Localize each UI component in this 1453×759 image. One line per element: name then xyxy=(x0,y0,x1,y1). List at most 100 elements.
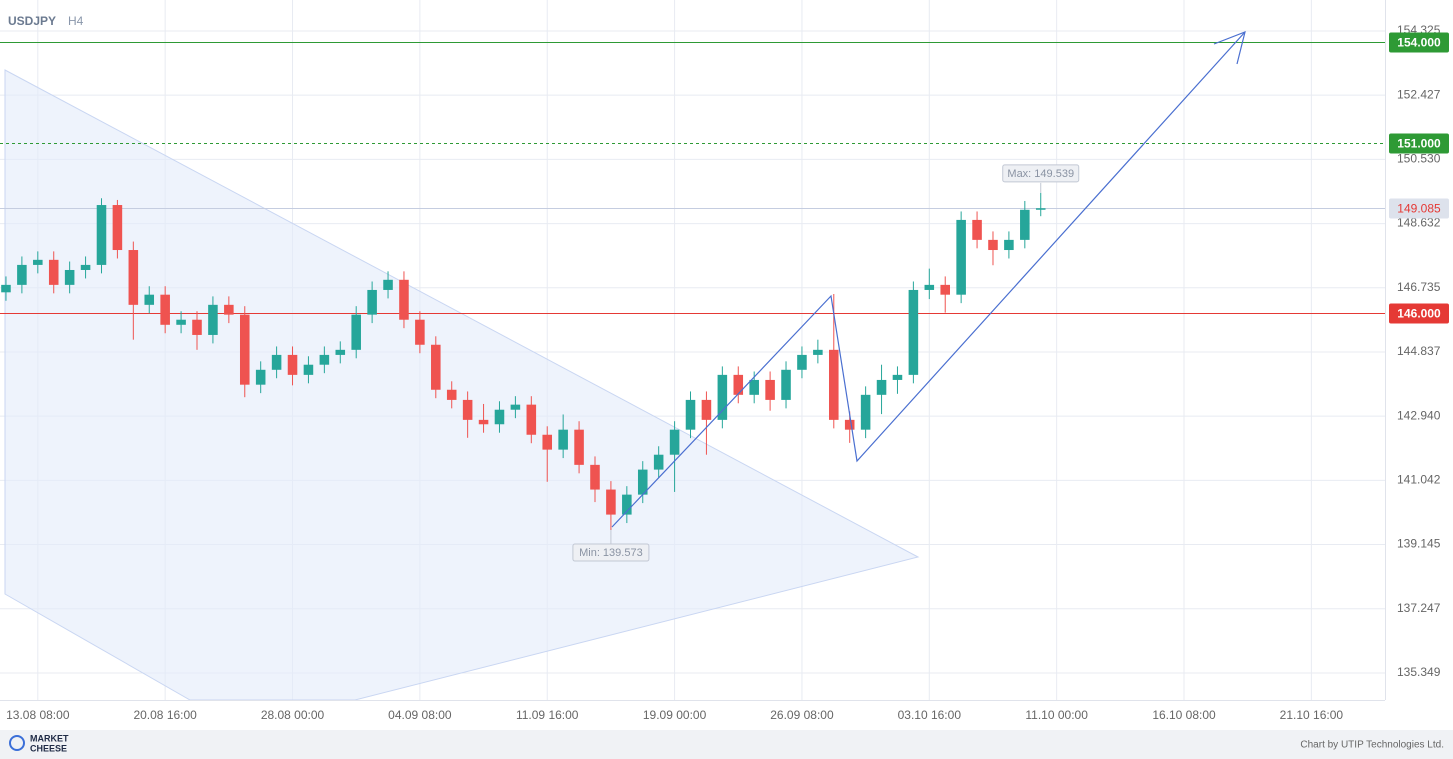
x-tick-label: 11.09 16:00 xyxy=(516,708,579,722)
candle-body xyxy=(542,434,553,450)
credit: Chart by UTIP Technologies Ltd. xyxy=(1300,740,1444,751)
trend-path-drawing xyxy=(611,31,1246,528)
candle-body xyxy=(892,374,903,380)
candle-body xyxy=(494,409,505,425)
candle-body xyxy=(287,354,298,375)
candle-body xyxy=(1,284,11,293)
candle-body xyxy=(1020,209,1030,240)
candle-body xyxy=(239,314,250,385)
candle-body xyxy=(462,399,473,420)
candle-body xyxy=(446,389,457,400)
candle-body xyxy=(988,239,998,251)
candle-body xyxy=(96,205,107,265)
candle-body xyxy=(271,354,282,370)
candle-body xyxy=(192,319,202,335)
candle-body xyxy=(876,379,887,395)
y-tick-label: 146.735 xyxy=(1397,280,1441,294)
candle-body xyxy=(749,379,759,395)
x-tick-label: 13.08 08:00 xyxy=(6,708,70,722)
candle-body xyxy=(415,319,425,345)
candle-body xyxy=(80,264,91,270)
candle-body xyxy=(972,219,982,240)
x-tick-label: 20.08 16:00 xyxy=(133,708,197,722)
level-label: 151.000 xyxy=(1397,137,1441,151)
candle-body xyxy=(383,279,393,290)
last-price-label: 149.085 xyxy=(1397,202,1441,216)
level-label-box xyxy=(1389,32,1449,53)
candle-body xyxy=(33,259,43,265)
candle-body xyxy=(606,489,616,515)
candle-body xyxy=(558,429,568,450)
candle-body xyxy=(685,399,696,430)
candle-body xyxy=(335,349,346,355)
axes: 154.325152.427150.530148.632146.735144.8… xyxy=(6,23,1441,722)
symbol: USDJPY xyxy=(8,14,56,28)
brand-line: MARKET xyxy=(30,733,69,743)
candle-body xyxy=(431,344,441,390)
y-tick-label: 135.349 xyxy=(1397,665,1441,679)
candle-body xyxy=(924,284,935,290)
y-tick-label: 152.427 xyxy=(1397,87,1441,101)
candle-body xyxy=(733,374,744,395)
candle-body xyxy=(128,250,139,305)
candle-body xyxy=(176,319,186,325)
x-tick-label: 11.10 00:00 xyxy=(1025,708,1088,722)
annotations: Max: 149.539 Min: 139.573 xyxy=(572,164,1080,562)
x-tick-label: 21.10 16:00 xyxy=(1280,708,1344,722)
y-tick-label: 139.145 xyxy=(1397,537,1441,551)
candle-body xyxy=(844,419,855,430)
y-tick-label: 142.940 xyxy=(1397,408,1441,422)
candle-body xyxy=(351,314,361,350)
annotation-box xyxy=(1002,164,1080,183)
y-tick-label: 137.247 xyxy=(1397,601,1441,615)
y-tick-label: 150.530 xyxy=(1397,152,1441,166)
level-label-box xyxy=(1389,133,1449,154)
candle-body xyxy=(908,289,919,375)
candle-body xyxy=(860,394,871,430)
level-label: 154.000 xyxy=(1397,36,1441,50)
candle-body xyxy=(367,289,377,315)
candle-body xyxy=(717,374,728,420)
price-labels: 154.000 151.000 146.000 149.085 xyxy=(1389,32,1449,324)
level-label: 146.000 xyxy=(1397,307,1441,321)
x-tick-label: 19.09 00:00 xyxy=(643,708,707,722)
candle-body xyxy=(956,219,966,295)
candles xyxy=(1,192,1046,531)
candle-body xyxy=(622,494,632,515)
candle-body xyxy=(669,429,680,455)
candle-body xyxy=(590,464,600,490)
candle-body xyxy=(399,279,409,320)
candle-body xyxy=(1035,208,1046,210)
candle-body xyxy=(160,294,170,325)
x-tick-label: 04.09 08:00 xyxy=(388,708,452,722)
candle-body xyxy=(526,404,537,435)
candle-body xyxy=(112,205,123,251)
candle-body xyxy=(829,349,839,420)
candle-body xyxy=(510,404,521,410)
x-tick-label: 28.08 00:00 xyxy=(261,708,325,722)
annotation-box xyxy=(572,543,650,562)
candle-body xyxy=(255,369,266,385)
x-tick-label: 26.09 08:00 xyxy=(770,708,834,722)
annotation-label: Max: 149.539 xyxy=(1007,168,1074,180)
candle-body xyxy=(1004,239,1014,251)
y-tick-label: 144.837 xyxy=(1397,344,1441,358)
candle-body xyxy=(781,369,791,400)
candle-body xyxy=(208,304,218,335)
candle-body xyxy=(940,284,950,295)
last-price-box xyxy=(1389,198,1449,219)
candle-body xyxy=(653,454,664,470)
candle-body xyxy=(813,349,823,355)
candle-body xyxy=(144,294,155,305)
candle-body xyxy=(797,354,807,370)
candle-body xyxy=(48,259,59,285)
x-tick-label: 03.10 16:00 xyxy=(898,708,962,722)
arrow-head xyxy=(1213,31,1246,65)
level-label-box xyxy=(1389,303,1449,324)
candle-body xyxy=(319,354,330,365)
y-tick-label: 141.042 xyxy=(1397,473,1441,487)
candle-body xyxy=(64,269,75,285)
candle-body xyxy=(17,264,27,285)
y-tick-label: 148.632 xyxy=(1397,216,1441,230)
candle-body xyxy=(637,469,648,495)
